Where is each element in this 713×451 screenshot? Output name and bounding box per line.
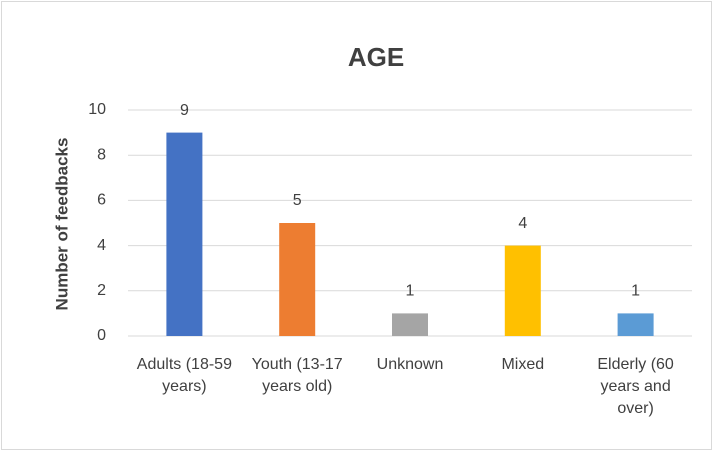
y-tick-label: 2: [97, 282, 106, 299]
y-tick-label: 10: [88, 101, 106, 118]
data-label: 5: [293, 192, 302, 209]
bar: [279, 223, 316, 336]
y-tick-label: 4: [97, 237, 106, 254]
data-label: 1: [631, 283, 640, 300]
x-tick-label: Adults (18-59 years): [136, 356, 232, 395]
x-tick-label: Youth (13-17 years old): [251, 356, 343, 395]
chart-title: AGE: [348, 42, 404, 72]
y-axis-label: Number of feedbacks: [52, 138, 71, 311]
bar: [504, 245, 541, 336]
y-tick-label: 8: [97, 146, 106, 163]
data-label: 9: [180, 102, 189, 119]
y-tick-label: 6: [97, 192, 106, 209]
x-tick-label: Mixed: [501, 356, 545, 373]
bar: [617, 313, 654, 336]
x-tick-label: Unknown: [376, 356, 444, 373]
y-tick-label: 0: [97, 327, 106, 344]
bar: [166, 132, 203, 336]
data-label: 1: [406, 283, 415, 300]
bar: [392, 313, 428, 336]
data-label: 4: [518, 215, 527, 232]
x-tick-label: Elderly (60 years and over): [597, 356, 674, 417]
